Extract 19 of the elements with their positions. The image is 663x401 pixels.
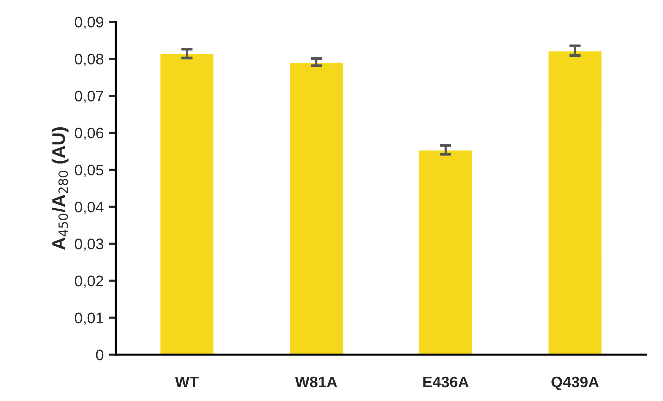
x-tick-label: E436A — [424, 376, 469, 388]
bar — [288, 62, 344, 355]
y-tick-label: 0,02 — [75, 276, 104, 288]
x-tick-label: W81A — [295, 376, 338, 388]
y-tick-label: 0,05 — [75, 164, 104, 178]
y-tick-label: 0,09 — [75, 16, 104, 30]
y-tick-label: 0,06 — [75, 128, 104, 140]
bar — [159, 53, 216, 355]
y-axis-title: A$_{450}$/A$_{280}$ (AU) — [52, 128, 69, 250]
y-tick-label: 0,03 — [75, 238, 104, 252]
y-tick-label: 0,01 — [75, 312, 104, 326]
y-tick-label: 0,08 — [75, 54, 104, 67]
y-tick-label: 0,07 — [75, 90, 104, 104]
y-tick-label: 0,04 — [75, 202, 104, 214]
bar — [418, 149, 474, 355]
x-tick-label: Q439A — [552, 376, 600, 390]
bar — [547, 50, 604, 355]
y-tick-label: 0 — [96, 350, 104, 361]
x-tick-label: WT — [175, 376, 199, 388]
